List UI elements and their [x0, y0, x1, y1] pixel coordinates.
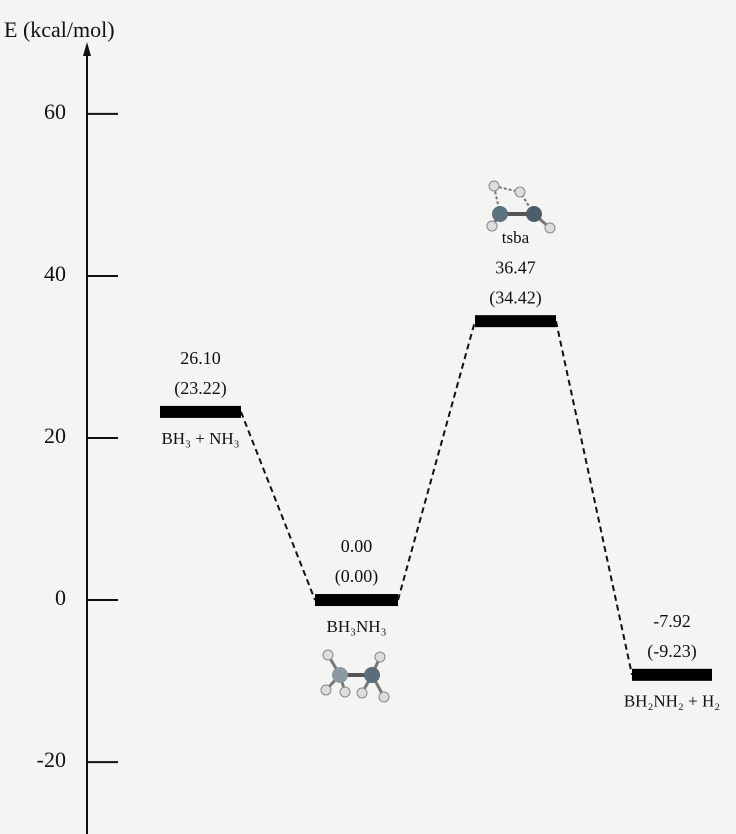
value-label: (0.00) — [335, 566, 379, 587]
species-label: BH₃ + NH₃ — [161, 429, 239, 448]
value-label: 0.00 — [341, 536, 373, 556]
y-tick-label: 0 — [55, 585, 66, 610]
chart: E (kcal/mol) 6040200-2026.10(23.22)BH₃ + — [0, 0, 736, 834]
energy-level — [315, 594, 398, 606]
y-tick-label: -20 — [37, 747, 66, 772]
species-label: BH₂NH₂ + H₂ — [624, 692, 720, 711]
species-label: BH₃NH₃ — [326, 617, 386, 636]
y-tick-label: 20 — [44, 423, 66, 448]
energy-level — [632, 669, 712, 681]
y-tick-label: 60 — [44, 99, 66, 124]
value-label: (-9.23) — [647, 641, 696, 662]
value-label: -7.92 — [653, 611, 691, 631]
energy-level — [160, 406, 241, 418]
energy-level — [475, 315, 556, 327]
species-label: tsba — [502, 228, 530, 247]
value-label: (34.42) — [489, 287, 542, 308]
axis-title: E (kcal/mol) — [4, 17, 115, 42]
value-label: (23.22) — [174, 378, 227, 399]
value-label: 36.47 — [495, 257, 536, 277]
y-tick-label: 40 — [44, 261, 66, 286]
value-label: 26.10 — [180, 348, 221, 368]
